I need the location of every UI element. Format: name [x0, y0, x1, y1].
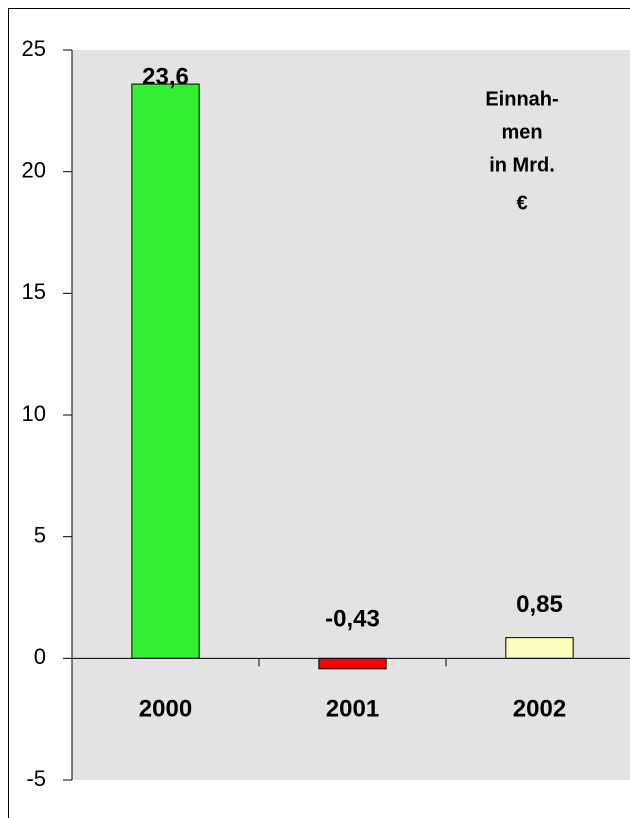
- x-tick-label: 2002: [513, 695, 566, 722]
- x-tick-label: 2001: [326, 695, 379, 722]
- value-label: 0,85: [516, 591, 563, 618]
- y-tick-label: 25: [22, 36, 46, 61]
- y-tick-label: 10: [22, 401, 46, 426]
- y-tick-label: 0: [34, 644, 46, 669]
- y-tick-label: 5: [34, 522, 46, 547]
- y-tick-label: 20: [22, 157, 46, 182]
- y-tick-label: 15: [22, 279, 46, 304]
- annotation: in Mrd.: [489, 154, 555, 176]
- x-tick-label: 2000: [139, 695, 192, 722]
- annotation: men: [501, 121, 542, 143]
- value-label: -0,43: [325, 606, 380, 633]
- bar: [131, 83, 200, 659]
- value-label: 23,6: [142, 63, 189, 90]
- annotation: Einnah-: [485, 88, 558, 110]
- bar: [318, 657, 387, 670]
- annotation: €: [516, 192, 527, 214]
- bar: [505, 637, 574, 659]
- y-tick-label: -5: [26, 766, 46, 791]
